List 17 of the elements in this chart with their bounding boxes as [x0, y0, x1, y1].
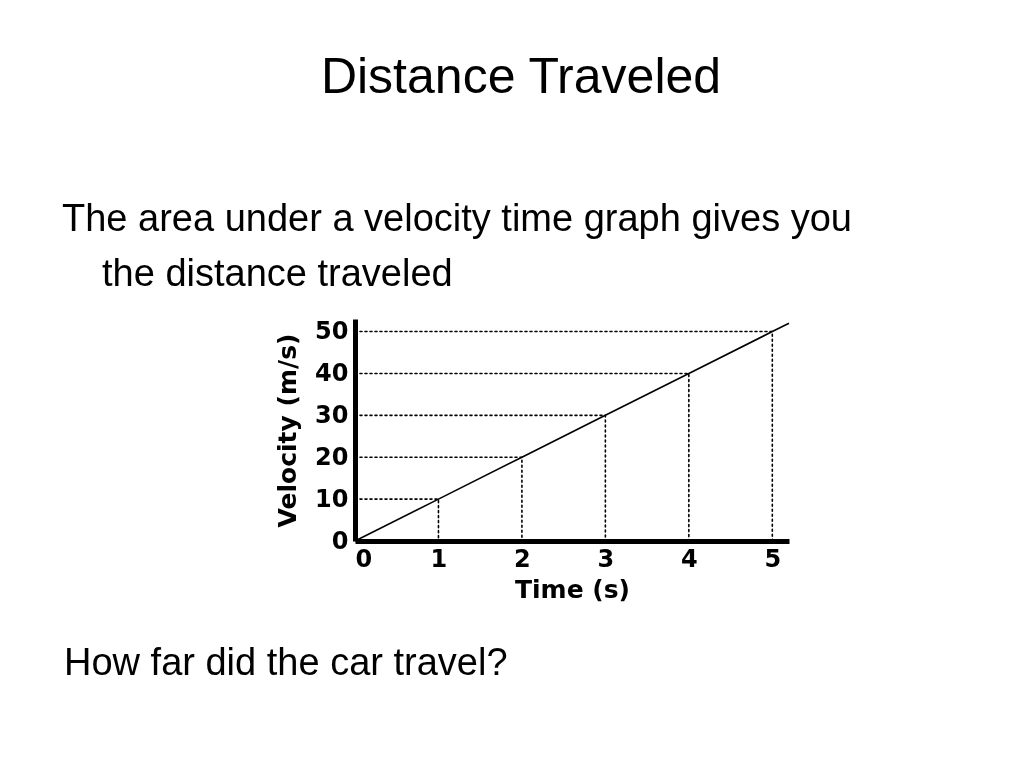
x-tick-label: 5	[764, 544, 782, 573]
y-tick-label: 0	[331, 526, 349, 555]
y-axis-title: Velocity (m/s)	[273, 333, 303, 528]
x-tick-label: 3	[597, 544, 615, 573]
x-tick-label: 4	[680, 544, 698, 573]
chart-subtitle: The area under a velocity time graph gives you the distance traveled	[62, 197, 852, 294]
y-tick-label: 40	[315, 358, 349, 387]
y-tick-label: 10	[315, 484, 349, 513]
x-tick-label: 1	[430, 544, 448, 573]
y-tick-label: 30	[315, 400, 349, 429]
x-tick-label: 2	[514, 544, 531, 573]
y-tick-label: 20	[315, 442, 349, 471]
chart-title: Distance Traveled	[320, 48, 722, 104]
text: How far did the car travel?	[64, 641, 508, 683]
y-tick-label: 50	[315, 317, 349, 346]
x-tick-label: 0	[355, 544, 373, 573]
x-axis-title: Time (s)	[514, 574, 631, 604]
